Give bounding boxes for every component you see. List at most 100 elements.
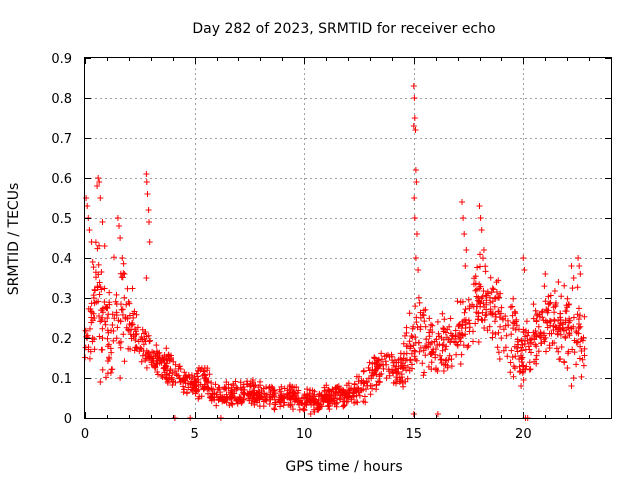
- data-point: [96, 313, 102, 319]
- data-point: [239, 397, 246, 403]
- data-point: [482, 312, 489, 319]
- data-point: [415, 267, 422, 273]
- data-point: [326, 406, 333, 413]
- data-point: [422, 323, 429, 330]
- data-point: [149, 348, 156, 355]
- data-point: [82, 327, 89, 334]
- data-point: [530, 301, 537, 308]
- data-point: [477, 215, 484, 221]
- data-point: [408, 333, 415, 339]
- data-point: [452, 327, 459, 334]
- data-point: [88, 239, 95, 245]
- data-point: [403, 350, 410, 357]
- data-point: [553, 300, 559, 306]
- data-point: [208, 395, 215, 402]
- data-point: [186, 374, 193, 380]
- data-point: [478, 316, 485, 323]
- data-point: [568, 383, 575, 389]
- data-point: [410, 83, 417, 89]
- data-point: [206, 371, 213, 378]
- data-point: [443, 357, 450, 363]
- data-point: [410, 323, 417, 330]
- data-point: [300, 394, 307, 401]
- data-point: [427, 326, 434, 333]
- data-point: [195, 395, 202, 402]
- data-point: [423, 336, 430, 343]
- data-point: [498, 304, 505, 311]
- data-point: [117, 375, 124, 381]
- data-point: [479, 293, 486, 300]
- data-point: [111, 254, 117, 261]
- data-point: [571, 337, 578, 344]
- data-point: [520, 366, 527, 373]
- data-point: [550, 323, 557, 330]
- data-point: [578, 335, 585, 342]
- data-point: [365, 364, 372, 371]
- data-point: [128, 326, 134, 333]
- data-point: [547, 318, 554, 325]
- data-point: [473, 303, 480, 310]
- data-point: [173, 371, 180, 378]
- data-point: [361, 393, 368, 400]
- data-point: [535, 323, 542, 330]
- data-point: [158, 372, 165, 379]
- data-point: [533, 330, 540, 337]
- data-point: [428, 366, 435, 373]
- y-tick-label: 0.5: [51, 212, 72, 227]
- data-point: [264, 393, 271, 400]
- data-point: [527, 336, 534, 343]
- data-point: [149, 358, 156, 365]
- data-point: [538, 340, 545, 347]
- data-point: [577, 323, 584, 330]
- data-point: [85, 344, 92, 351]
- data-point: [481, 325, 488, 331]
- data-point: [104, 327, 111, 334]
- y-tick-label: 0.9: [51, 52, 72, 67]
- data-point: [181, 369, 188, 376]
- data-point: [272, 390, 279, 397]
- data-point: [532, 328, 539, 334]
- data-point: [413, 179, 420, 185]
- data-point: [125, 298, 132, 305]
- data-point: [241, 391, 248, 398]
- data-point: [237, 379, 244, 386]
- data-point: [456, 322, 462, 328]
- data-point: [521, 341, 528, 347]
- data-point: [246, 392, 252, 399]
- data-point: [493, 289, 500, 295]
- data-point: [421, 369, 428, 376]
- data-point: [516, 326, 522, 333]
- data-point: [419, 311, 426, 318]
- data-point: [508, 331, 515, 338]
- data-point: [512, 353, 519, 360]
- data-point: [397, 355, 404, 362]
- data-point: [133, 311, 140, 318]
- data-point: [447, 315, 454, 322]
- data-point: [561, 282, 568, 289]
- data-point: [120, 260, 127, 267]
- data-point: [516, 369, 523, 375]
- data-point: [233, 386, 240, 393]
- data-point: [88, 319, 95, 326]
- data-point: [475, 310, 482, 317]
- data-point: [394, 370, 401, 377]
- y-tick-labels: 0 0.1 0.2 0.3 0.4 0.5 0.6 0.7 0.8 0.9: [51, 52, 72, 427]
- data-point: [181, 386, 188, 393]
- data-point: [573, 361, 580, 368]
- data-point: [513, 316, 520, 323]
- data-point: [397, 364, 404, 370]
- data-point: [577, 271, 584, 277]
- data-point: [164, 378, 171, 385]
- data-point: [254, 390, 261, 397]
- data-point: [222, 397, 229, 404]
- data-point: [228, 391, 235, 398]
- data-point: [90, 295, 97, 301]
- data-point: [90, 310, 97, 317]
- data-point: [101, 243, 108, 249]
- data-point: [462, 263, 469, 269]
- data-point: [188, 386, 195, 393]
- data-point: [544, 307, 551, 314]
- data-point: [499, 316, 506, 323]
- data-point: [411, 95, 418, 101]
- data-point: [240, 390, 247, 397]
